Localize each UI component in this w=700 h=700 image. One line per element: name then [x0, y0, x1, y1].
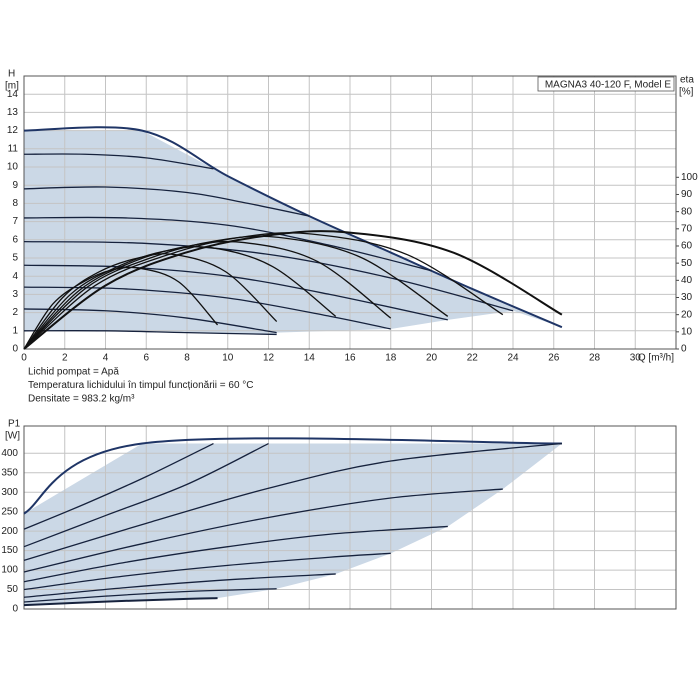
performance-curve [23, 552, 391, 591]
y-tick-label: 0 [12, 604, 18, 615]
y2-tick-label: 40 [681, 275, 693, 286]
performance-curve [23, 525, 448, 583]
y-tick-label: 0 [12, 344, 18, 355]
y-tick-label: 3 [12, 289, 18, 300]
y-tick-label: 13 [7, 107, 19, 118]
performance-curve [23, 186, 310, 217]
x-tick-label: 8 [184, 353, 190, 364]
y-tick-label: 4 [12, 271, 18, 282]
y-tick-label: 11 [8, 143, 19, 154]
x-tick-label: 6 [143, 353, 149, 364]
performance-curve [23, 597, 218, 607]
y-tick-label: 1 [12, 325, 18, 336]
x-tick-label: 16 [344, 353, 356, 364]
x-tick-label: 22 [467, 353, 479, 364]
x-tick-label: 2 [62, 353, 68, 364]
plot-frame [23, 75, 677, 350]
performance-curve [23, 588, 277, 603]
x-tick-label: 24 [507, 353, 519, 364]
x-tick-label: 26 [548, 353, 560, 364]
y2-tick-label: 50 [681, 258, 693, 269]
y-tick-label: 5 [12, 253, 18, 264]
y2-tick-label: 70 [681, 223, 693, 234]
y2-axis-label: eta [680, 75, 694, 86]
y-tick-label: 8 [12, 198, 18, 209]
y-tick-label: 10 [7, 162, 19, 173]
y-tick-label: 6 [12, 234, 18, 245]
y-tick-label: 300 [1, 487, 18, 498]
y-tick-label: 200 [1, 526, 18, 537]
efficiency-curve [23, 235, 449, 350]
annotation: Densitate = 983.2 kg/m³ [28, 394, 135, 405]
chart-title: MAGNA3 40-120 F, Model E [545, 80, 671, 91]
y-tick-label: 2 [12, 307, 18, 318]
y-axis-unit: [m] [5, 81, 19, 92]
performance-curve [23, 488, 503, 573]
operating-area [24, 443, 562, 606]
annotation: Temperatura lichidului în timpul funcțio… [28, 380, 254, 391]
y2-tick-label: 100 [681, 172, 698, 183]
y-tick-label: 14 [7, 89, 19, 100]
y2-tick-label: 30 [681, 292, 693, 303]
y2-tick-label: 10 [681, 326, 693, 337]
y2-tick-label: 80 [681, 206, 693, 217]
x-tick-label: 4 [103, 353, 109, 364]
performance-curve [23, 330, 277, 336]
x-tick-label: 30 [630, 353, 642, 364]
performance-curve [23, 153, 214, 170]
x-tick-label: 14 [304, 353, 316, 364]
y2-tick-label: 20 [681, 309, 693, 320]
y-tick-label: 100 [1, 565, 18, 576]
y-tick-label: 150 [1, 545, 18, 556]
efficiency-curve [23, 230, 563, 350]
x-tick-label: 28 [589, 353, 601, 364]
plot-frame [23, 425, 677, 610]
y-tick-label: 7 [12, 216, 18, 227]
performance-curve [23, 264, 448, 321]
y-tick-label: 400 [1, 448, 18, 459]
x-tick-label: 0 [21, 353, 27, 364]
y2-tick-label: 0 [681, 344, 687, 355]
y-axis-label: H [8, 69, 15, 80]
y-tick-label: 350 [1, 467, 18, 478]
x-tick-label: 20 [426, 353, 438, 364]
y-tick-label: 250 [1, 506, 18, 517]
y2-axis-unit: [%] [679, 87, 694, 98]
annotation: Lichid pompat = Apă [28, 367, 119, 378]
y2-tick-label: 60 [681, 241, 693, 252]
performance-curve [23, 216, 432, 272]
title-box [537, 76, 675, 92]
x-tick-label: 10 [222, 353, 234, 364]
efficiency-curve [23, 232, 504, 350]
y-axis-unit: [W] [5, 431, 20, 442]
performance-curve [23, 573, 336, 598]
y-axis-label: P1 [8, 419, 21, 430]
performance-curve [23, 442, 269, 548]
x-tick-label: 12 [263, 353, 275, 364]
y-tick-label: 50 [7, 584, 19, 595]
y2-tick-label: 90 [681, 189, 693, 200]
x-axis-label: Q [m³/h] [638, 353, 674, 364]
y-tick-label: 9 [12, 180, 18, 191]
x-tick-label: 18 [385, 353, 397, 364]
performance-curve [23, 442, 214, 530]
performance-curve [23, 437, 562, 515]
y-tick-label: 12 [7, 125, 19, 136]
performance-curve [23, 240, 514, 312]
performance-curve [23, 442, 562, 561]
